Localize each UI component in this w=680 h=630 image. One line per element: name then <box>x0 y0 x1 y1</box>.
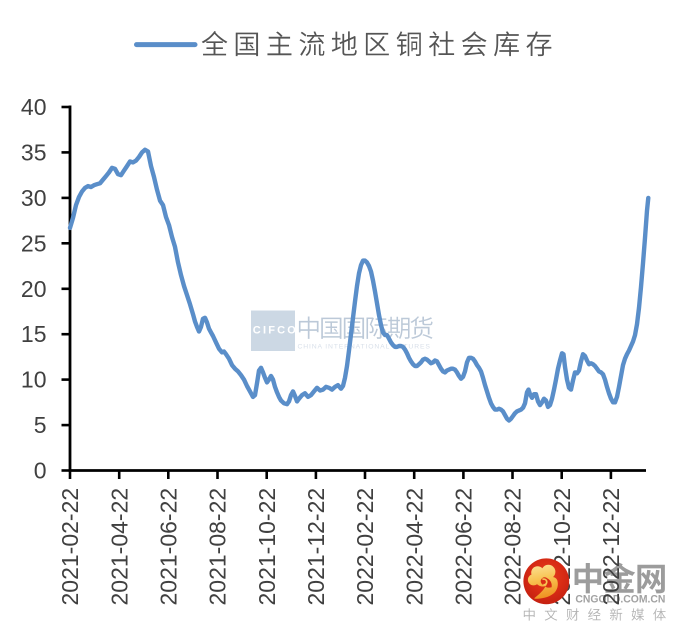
svg-text:2021-10-22: 2021-10-22 <box>254 488 280 606</box>
svg-text:5: 5 <box>34 412 47 438</box>
svg-text:15: 15 <box>21 321 47 347</box>
svg-text:2022-08-22: 2022-08-22 <box>500 488 526 606</box>
svg-text:30: 30 <box>21 185 47 211</box>
svg-text:2021-02-22: 2021-02-22 <box>57 488 83 606</box>
svg-text:2021-06-22: 2021-06-22 <box>156 488 182 606</box>
svg-text:0: 0 <box>34 458 47 484</box>
svg-text:2021-12-22: 2021-12-22 <box>303 488 329 606</box>
svg-text:10: 10 <box>21 367 47 393</box>
svg-text:2021-08-22: 2021-08-22 <box>205 488 231 606</box>
svg-text:25: 25 <box>21 230 47 256</box>
svg-text:40: 40 <box>21 94 47 120</box>
svg-text:2022-02-22: 2022-02-22 <box>352 488 378 606</box>
svg-text:CNGOLD.COM.CN: CNGOLD.COM.CN <box>575 593 665 605</box>
svg-text:CHINA INTERNATIONAL FUTURES: CHINA INTERNATIONAL FUTURES <box>298 344 431 351</box>
svg-text:2022-12-22: 2022-12-22 <box>598 488 624 606</box>
svg-text:2021-04-22: 2021-04-22 <box>106 488 132 606</box>
svg-text:35: 35 <box>21 139 47 165</box>
svg-text:20: 20 <box>21 276 47 302</box>
svg-text:2022-04-22: 2022-04-22 <box>401 488 427 606</box>
svg-text:CIFCO: CIFCO <box>253 325 298 337</box>
svg-text:2022-06-22: 2022-06-22 <box>451 488 477 606</box>
